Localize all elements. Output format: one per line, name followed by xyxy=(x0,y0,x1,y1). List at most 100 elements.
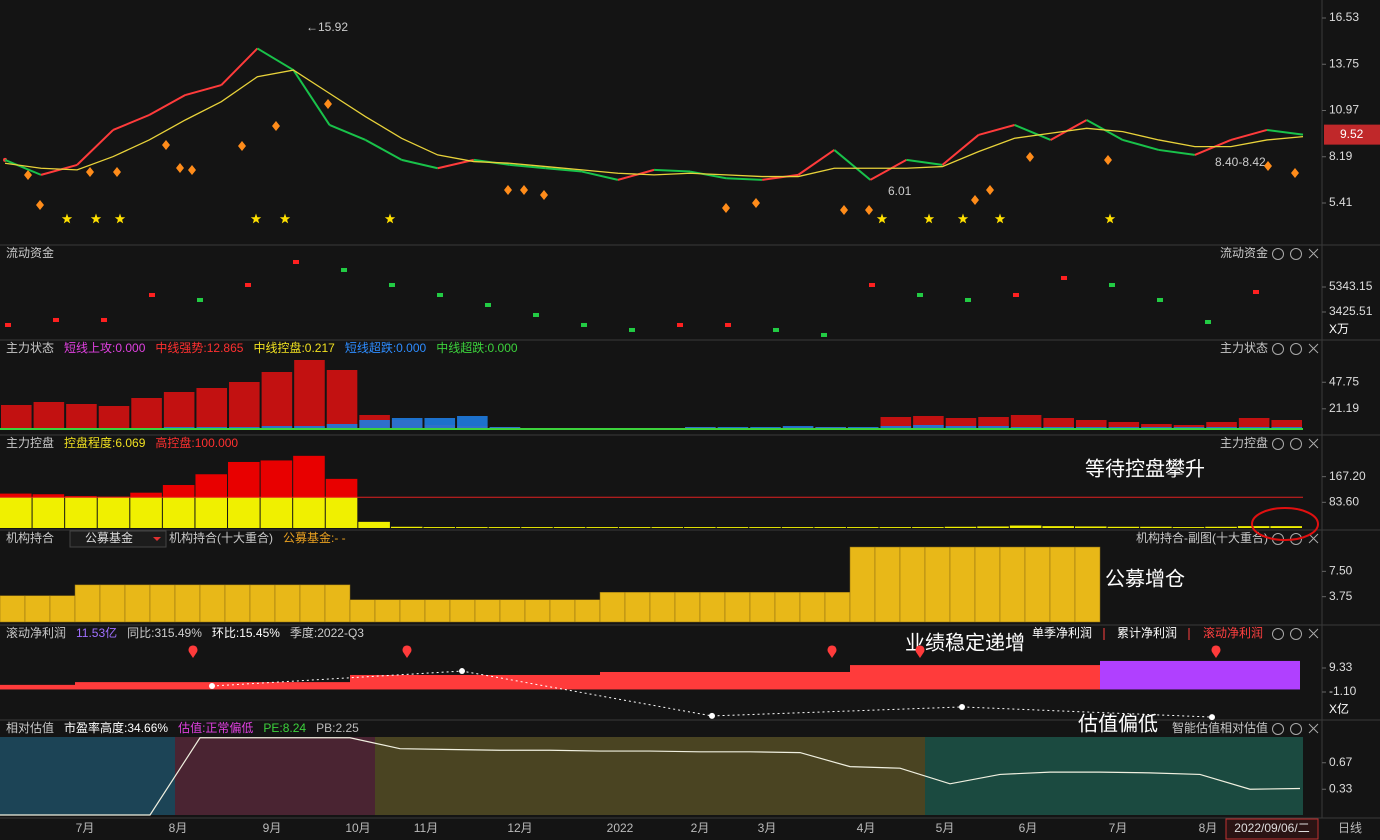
holding-bar xyxy=(524,599,551,623)
selector-value[interactable]: 公募基金 xyxy=(85,530,133,545)
holding-bar xyxy=(899,546,926,623)
profit-bar xyxy=(1275,660,1300,690)
trend-dot xyxy=(959,703,965,710)
period-button[interactable]: 日线 xyxy=(1338,821,1362,835)
y-tick-label: 3.75 xyxy=(1329,589,1353,603)
trend-dot xyxy=(1209,714,1215,721)
profit-bar xyxy=(975,665,1000,690)
event-pin[interactable] xyxy=(1211,645,1221,658)
profit-bar xyxy=(1175,660,1200,690)
profit-bar xyxy=(650,671,675,690)
profit-bar xyxy=(250,682,275,690)
legend-label: 中线控盘:0.217 xyxy=(253,340,335,355)
selector-box[interactable] xyxy=(69,530,167,548)
profit-bar xyxy=(775,671,800,690)
panel-title-right: 流动资金 xyxy=(1220,245,1268,260)
control-bar xyxy=(1172,527,1205,528)
holding-bar xyxy=(974,546,1001,623)
event-pin[interactable] xyxy=(915,645,925,658)
panel-title: 主力控盘 xyxy=(6,435,54,450)
legend-label: 短线上攻:0.000 xyxy=(64,341,146,355)
signal-star xyxy=(279,213,291,224)
panel-title: 机构持合 xyxy=(6,530,54,545)
close-icon[interactable] xyxy=(1308,628,1319,639)
event-pin[interactable] xyxy=(188,645,198,658)
x-tick-label: 11月 xyxy=(414,821,438,835)
state-bar xyxy=(66,404,97,430)
flow-mark xyxy=(725,322,731,327)
event-pin[interactable] xyxy=(827,645,837,658)
panel-icon[interactable] xyxy=(1290,438,1302,450)
state-bar xyxy=(1,405,32,430)
range-label: 8.40-8.42 xyxy=(1215,155,1266,169)
flow-mark xyxy=(533,312,539,317)
holding-bar xyxy=(474,599,501,623)
panel-icon[interactable] xyxy=(1290,628,1302,640)
signal-diamond xyxy=(722,203,730,213)
holding-bar xyxy=(174,584,201,623)
y-tick-label: 13.75 xyxy=(1329,56,1359,70)
panel-icon[interactable] xyxy=(1272,343,1284,355)
holding-bar xyxy=(249,584,276,623)
holding-bar xyxy=(824,592,851,623)
control-bar-high xyxy=(260,460,293,498)
price-segment xyxy=(1266,128,1304,136)
y-tick-label: 7.50 xyxy=(1329,564,1353,578)
control-bar xyxy=(553,527,586,528)
close-icon[interactable] xyxy=(1308,343,1319,354)
high-label: ←15.92 xyxy=(306,20,348,34)
panel-icon[interactable] xyxy=(1272,628,1284,640)
panel-icon[interactable] xyxy=(1290,248,1302,260)
close-icon[interactable] xyxy=(1308,533,1319,544)
control-bar-high xyxy=(325,478,358,498)
legend-label: 市盈率高度:34.66% xyxy=(64,720,168,735)
control-bar xyxy=(1074,526,1107,528)
low-label: 6.01 xyxy=(888,184,912,198)
control-bar xyxy=(586,527,618,528)
tab[interactable]: 滚动净利润 xyxy=(1203,625,1263,640)
flow-mark xyxy=(5,322,11,327)
control-bar-high xyxy=(162,485,195,498)
holding-bar xyxy=(549,599,576,623)
profit-bar xyxy=(225,682,250,690)
panel-icon[interactable] xyxy=(1290,723,1302,735)
signal-star xyxy=(994,213,1006,224)
panel-icon[interactable] xyxy=(1272,723,1284,735)
signal-star xyxy=(114,213,126,224)
y-tick-label: 8.19 xyxy=(1329,149,1353,163)
flow-mark xyxy=(629,327,635,332)
tab[interactable]: 单季净利润 xyxy=(1032,626,1092,640)
holding-bar xyxy=(599,592,626,623)
event-pin[interactable] xyxy=(402,645,412,658)
control-bar xyxy=(1270,526,1302,528)
profit-bar xyxy=(1125,660,1150,690)
signal-star xyxy=(384,213,396,224)
selector-arrow[interactable] xyxy=(153,537,161,541)
price-segment xyxy=(1230,129,1268,141)
price-segment xyxy=(1122,138,1160,151)
control-bar xyxy=(846,527,879,528)
price-segment xyxy=(1194,139,1232,156)
y-tick-label: 0.33 xyxy=(1329,781,1353,795)
holding-bar xyxy=(99,584,126,623)
panel-icon[interactable] xyxy=(1290,343,1302,355)
close-icon[interactable] xyxy=(1308,438,1319,449)
price-segment xyxy=(220,47,259,86)
x-tick-label: 10月 xyxy=(345,821,370,835)
profit-bar xyxy=(1000,665,1025,690)
control-bar xyxy=(456,527,488,528)
signal-diamond xyxy=(504,185,512,195)
holding-bar xyxy=(949,546,976,623)
holding-bar xyxy=(24,595,51,623)
tab[interactable]: 累计净利润 xyxy=(1117,626,1177,640)
panel-icon[interactable] xyxy=(1272,248,1284,260)
valuation-zone xyxy=(75,737,125,815)
state-bar xyxy=(294,360,325,430)
close-icon[interactable] xyxy=(1308,723,1319,734)
profit-bar xyxy=(175,682,200,690)
price-segment xyxy=(401,158,438,170)
panel-icon[interactable] xyxy=(1272,438,1284,450)
close-icon[interactable] xyxy=(1308,248,1319,259)
y-tick-label: 9.33 xyxy=(1329,660,1353,674)
